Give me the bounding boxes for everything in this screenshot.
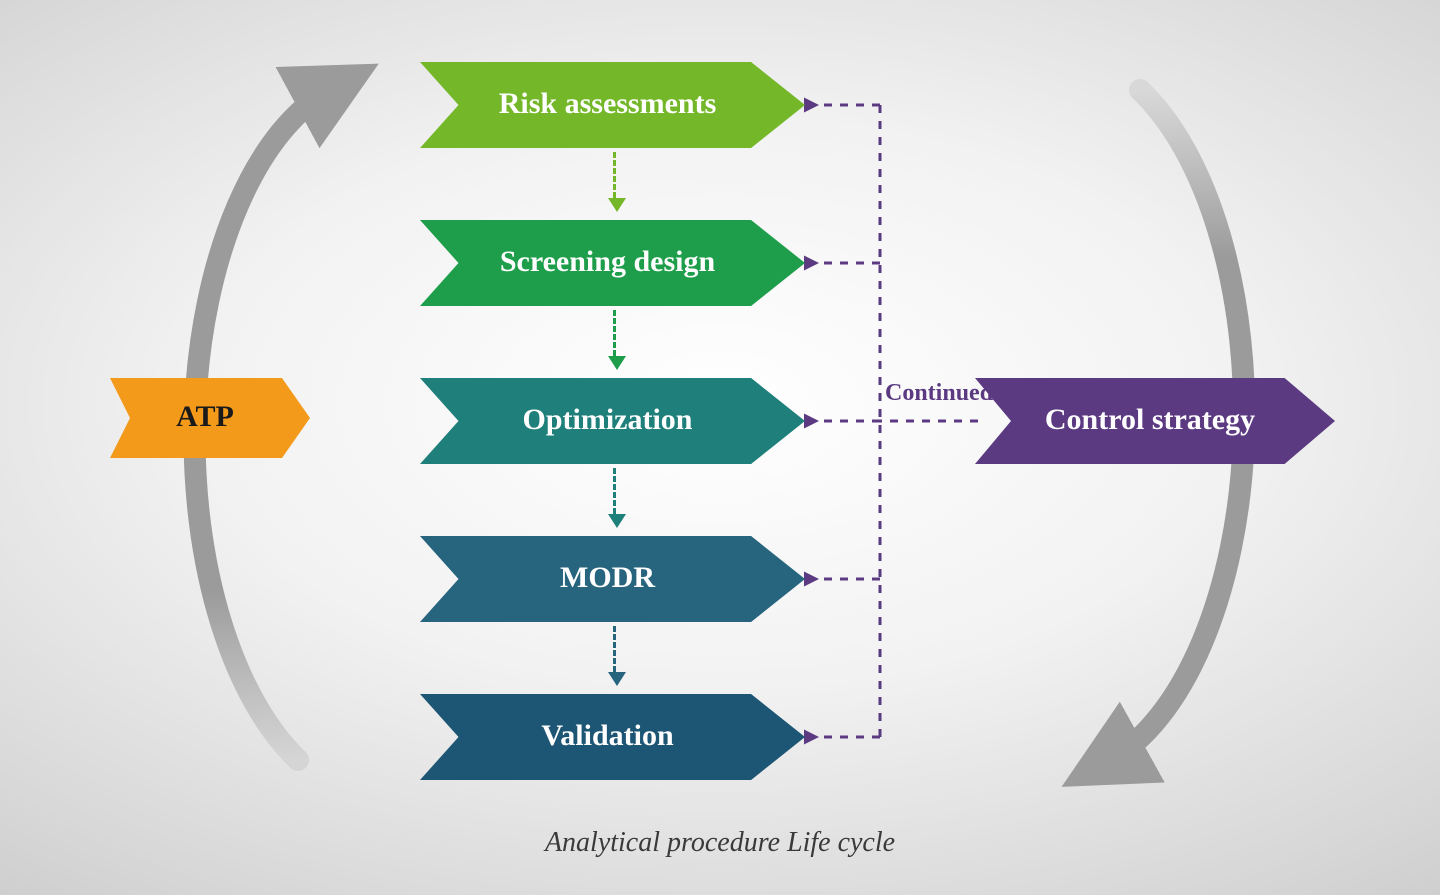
screening-design-label: Screening design [500,245,715,279]
arrow-modr-to-validation [613,626,616,672]
optimization-label: Optimization [523,403,693,437]
screening-design-chevron: Screening design [420,220,805,306]
control-strategy-label: Control strategy [1045,403,1255,437]
arrow-screening-to-optimization [613,310,616,356]
modr-label: MODR [560,561,655,595]
arrow-optimization-to-modr [613,468,616,514]
control-strategy-chevron: Control strategy [975,378,1335,464]
validation-label: Validation [541,719,673,753]
risk-assessments-chevron: Risk assessments [420,62,805,148]
risk-assessments-label: Risk assessments [499,87,717,121]
validation-chevron: Validation [420,694,805,780]
optimization-chevron: Optimization [420,378,805,464]
modr-chevron: MODR [420,536,805,622]
continued-label: Continued [885,380,993,407]
diagram-caption: Analytical procedure Life cycle [0,827,1440,859]
diagram-stage: ATP Risk assessments Screening design Op… [0,0,1440,895]
arrow-risk-to-screening [613,152,616,198]
atp-chevron: ATP [110,378,310,458]
atp-label: ATP [176,400,234,434]
